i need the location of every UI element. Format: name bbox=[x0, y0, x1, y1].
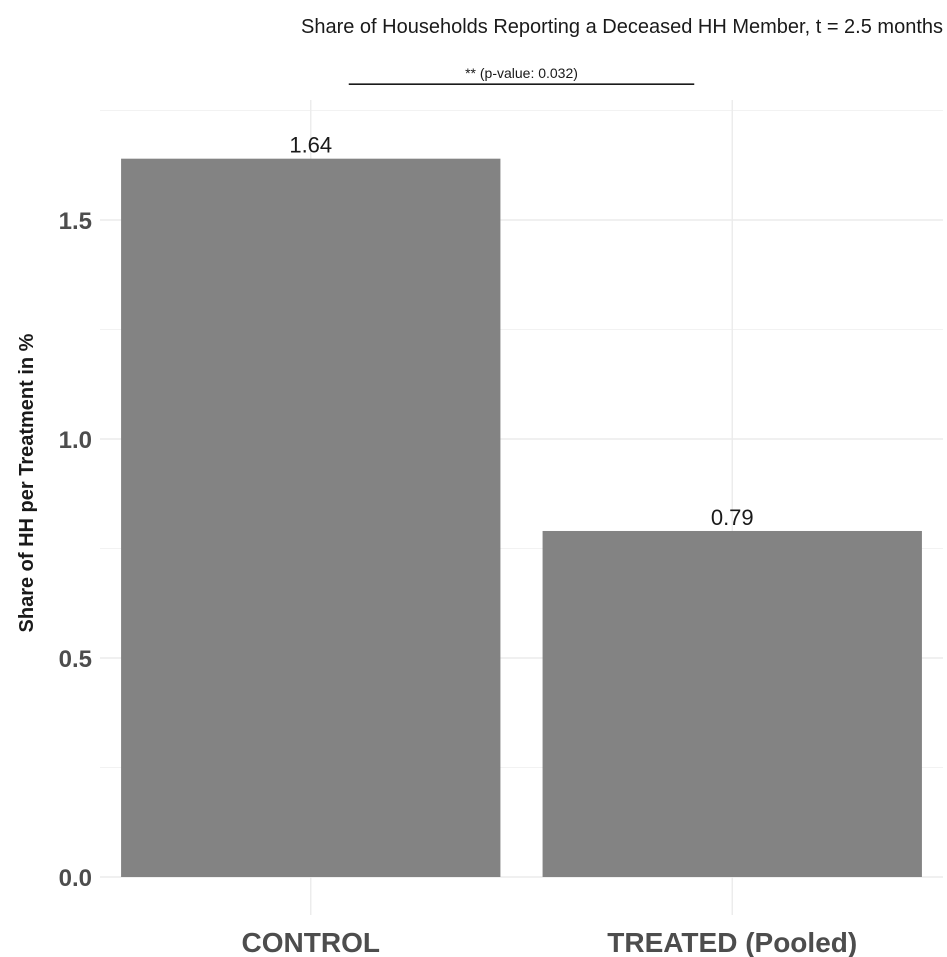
axis-ticks: 0.0 0.5 1.0 1.5 CONTROL TREATED (Pooled) bbox=[59, 208, 858, 957]
x-tick-label: TREATED (Pooled) bbox=[607, 927, 857, 957]
significance-annotation: ** (p-value: 0.032) bbox=[348, 65, 695, 86]
bar bbox=[542, 530, 922, 877]
chart-title: Share of Households Reporting a Deceased… bbox=[301, 16, 943, 38]
bars: 1.64 0.79 bbox=[121, 133, 922, 877]
bar-value-label: 0.79 bbox=[711, 505, 754, 530]
y-axis-label: Share of HH per Treatment in % bbox=[16, 333, 38, 632]
bar-value-label: 1.64 bbox=[289, 133, 332, 158]
y-tick-label: 1.0 bbox=[59, 427, 92, 454]
y-tick-label: 0.5 bbox=[59, 646, 92, 673]
y-tick-label: 1.5 bbox=[59, 208, 92, 235]
y-tick-label: 0.0 bbox=[59, 865, 92, 892]
significance-label: ** (p-value: 0.032) bbox=[465, 65, 578, 81]
bar bbox=[121, 158, 501, 877]
x-tick-label: CONTROL bbox=[242, 927, 380, 957]
